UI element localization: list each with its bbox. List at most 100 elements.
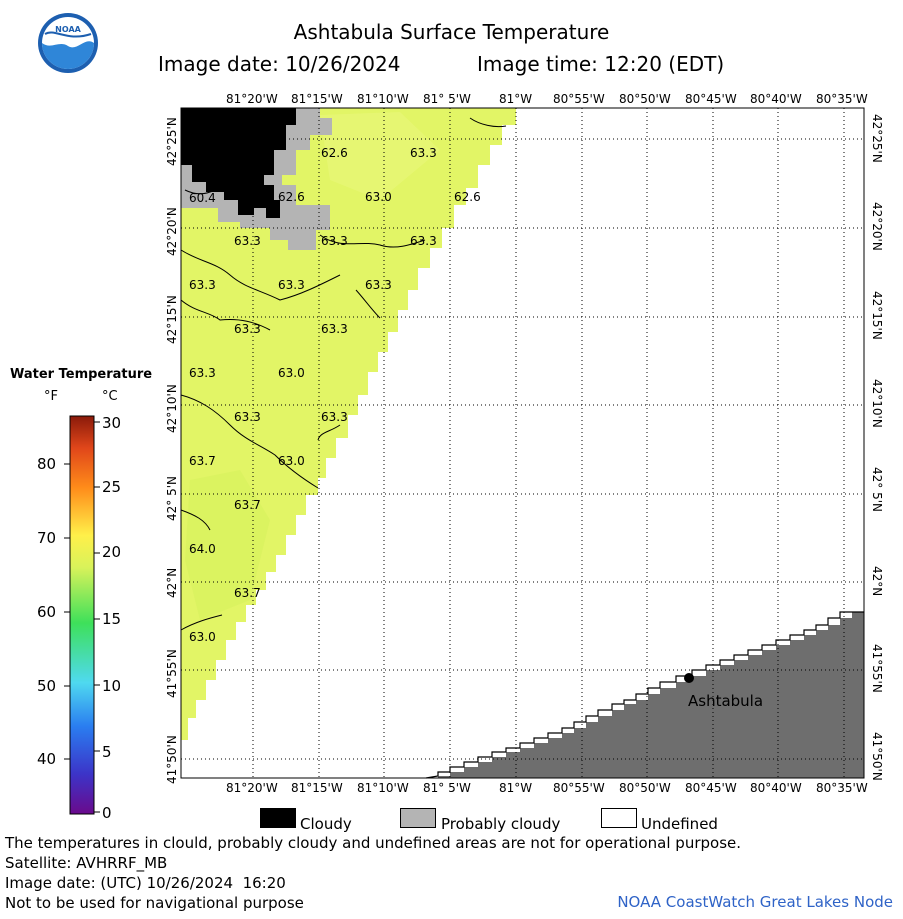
temp-label: 63.3 [278, 278, 305, 292]
c-tick: 5 [102, 743, 112, 761]
lon-label-top: 81°10'W [357, 92, 409, 106]
temp-label: 63.3 [234, 410, 261, 424]
lat-label-right: 41°50'N [870, 732, 884, 781]
c-tick: 30 [102, 414, 122, 432]
image-time: Image time: 12:20 (EDT) [477, 52, 725, 76]
lon-label-top: 80°55'W [553, 92, 605, 106]
lat-label-right: 42°20'N [870, 202, 884, 251]
city-marker [684, 673, 694, 683]
lon-label-bottom: 81°W [499, 781, 533, 795]
lat-label-left: 42°25'N [165, 117, 179, 166]
probably-cloudy-swatch [400, 808, 436, 828]
lat-label-left: 42°N [165, 567, 179, 598]
c-tick: 0 [102, 804, 112, 822]
lat-label-left: 41°50'N [165, 735, 179, 784]
c-tick: 10 [102, 677, 122, 695]
lon-label-top: 80°40'W [750, 92, 802, 106]
lon-label-bottom: 81° 5'W [423, 781, 471, 795]
temp-label: 63.7 [234, 586, 261, 600]
temp-label: 63.0 [278, 454, 305, 468]
lat-label-right: 41°55'N [870, 644, 884, 693]
legend-title: Water Temperature [10, 367, 153, 382]
color-bar [69, 415, 95, 815]
temp-label: 63.3 [410, 146, 437, 160]
f-tick: 70 [37, 529, 57, 547]
map-frame [180, 107, 865, 779]
temp-label: 63.7 [234, 498, 261, 512]
temp-label: 62.6 [278, 190, 305, 204]
satellite-text: Satellite: AVHRRF_MB [5, 854, 168, 872]
lat-label-right: 42°25'N [870, 114, 884, 163]
temp-label: 64.0 [189, 542, 216, 556]
f-tick: 40 [37, 750, 57, 768]
temp-label: 63.3 [189, 366, 216, 380]
temp-label: 63.7 [189, 454, 216, 468]
c-tick: 15 [102, 610, 122, 628]
color-scale [64, 415, 100, 815]
temp-label: 63.3 [321, 410, 348, 424]
temp-label: 63.3 [189, 278, 216, 292]
lon-label-bottom: 80°50'W [619, 781, 671, 795]
cloudy-label: Cloudy [300, 815, 352, 833]
lon-label-top: 80°35'W [816, 92, 868, 106]
city-label: Ashtabula [688, 692, 763, 710]
credit-text: NOAA CoastWatch Great Lakes Node [617, 893, 893, 911]
lon-label-top: 81°20'W [226, 92, 278, 106]
land-area [438, 612, 864, 778]
temp-label: 60.4 [189, 191, 216, 205]
c-tick: 25 [102, 478, 122, 496]
lat-label-left: 42°20'N [165, 207, 179, 256]
unit-fahrenheit: °F [44, 389, 58, 404]
lon-label-top: 81°W [499, 92, 533, 106]
temp-label: 63.0 [365, 190, 392, 204]
temp-label: 63.0 [278, 366, 305, 380]
f-tick: 50 [37, 677, 57, 695]
lon-label-bottom: 80°35'W [816, 781, 868, 795]
logo-text: NOAA [55, 25, 81, 34]
lon-label-bottom: 80°45'W [685, 781, 737, 795]
f-tick: 60 [37, 603, 57, 621]
cloudy-area [181, 108, 296, 218]
temp-label: 63.3 [321, 322, 348, 336]
temp-label: 63.3 [321, 234, 348, 248]
cloudy-swatch [260, 808, 296, 828]
probably-cloudy-label: Probably cloudy [441, 815, 561, 833]
lon-label-bottom: 81°15'W [291, 781, 343, 795]
temp-label: 63.3 [410, 234, 437, 248]
temp-label: 62.6 [454, 190, 481, 204]
unit-celsius: °C [102, 389, 118, 404]
lat-label-right: 42° 5'N [870, 467, 884, 512]
lon-label-bottom: 81°10'W [357, 781, 409, 795]
utc-date-text: Image date: (UTC) 10/26/2024 16:20 [5, 874, 286, 892]
temp-label: 63.3 [234, 234, 261, 248]
undefined-swatch [601, 808, 637, 828]
lon-label-bottom: 80°40'W [750, 781, 802, 795]
temp-label: 62.6 [321, 146, 348, 160]
temp-label: 63.3 [234, 322, 261, 336]
page-title: Ashtabula Surface Temperature [293, 20, 610, 44]
lat-label-right: 42°15'N [870, 291, 884, 340]
lat-label-right: 42°10'N [870, 379, 884, 428]
lon-label-top: 80°45'W [685, 92, 737, 106]
lon-label-bottom: 81°20'W [226, 781, 278, 795]
lat-label-left: 42°15'N [165, 295, 179, 344]
f-tick: 80 [37, 455, 57, 473]
noaa-logo: NOAA [38, 13, 98, 73]
temp-label: 63.0 [189, 630, 216, 644]
undefined-label: Undefined [641, 815, 718, 833]
c-tick: 20 [102, 543, 122, 561]
lon-label-top: 81°15'W [291, 92, 343, 106]
lat-label-left: 42° 5'N [165, 476, 179, 521]
lon-label-bottom: 80°55'W [553, 781, 605, 795]
temp-label: 63.3 [365, 278, 392, 292]
disclaimer-text: The temperatures in clould, probably clo… [5, 834, 742, 852]
lat-label-left: 42°10'N [165, 384, 179, 433]
lon-label-top: 81° 5'W [423, 92, 471, 106]
lon-label-top: 80°50'W [619, 92, 671, 106]
water-surface [181, 108, 516, 740]
navigation-warning: Not to be used for navigational purpose [5, 894, 304, 912]
lat-label-right: 42°N [870, 566, 884, 597]
temp-labels: 62.6 63.3 60.4 62.6 63.0 62.6 63.3 63.3 … [189, 146, 481, 644]
image-date: Image date: 10/26/2024 [158, 52, 401, 76]
